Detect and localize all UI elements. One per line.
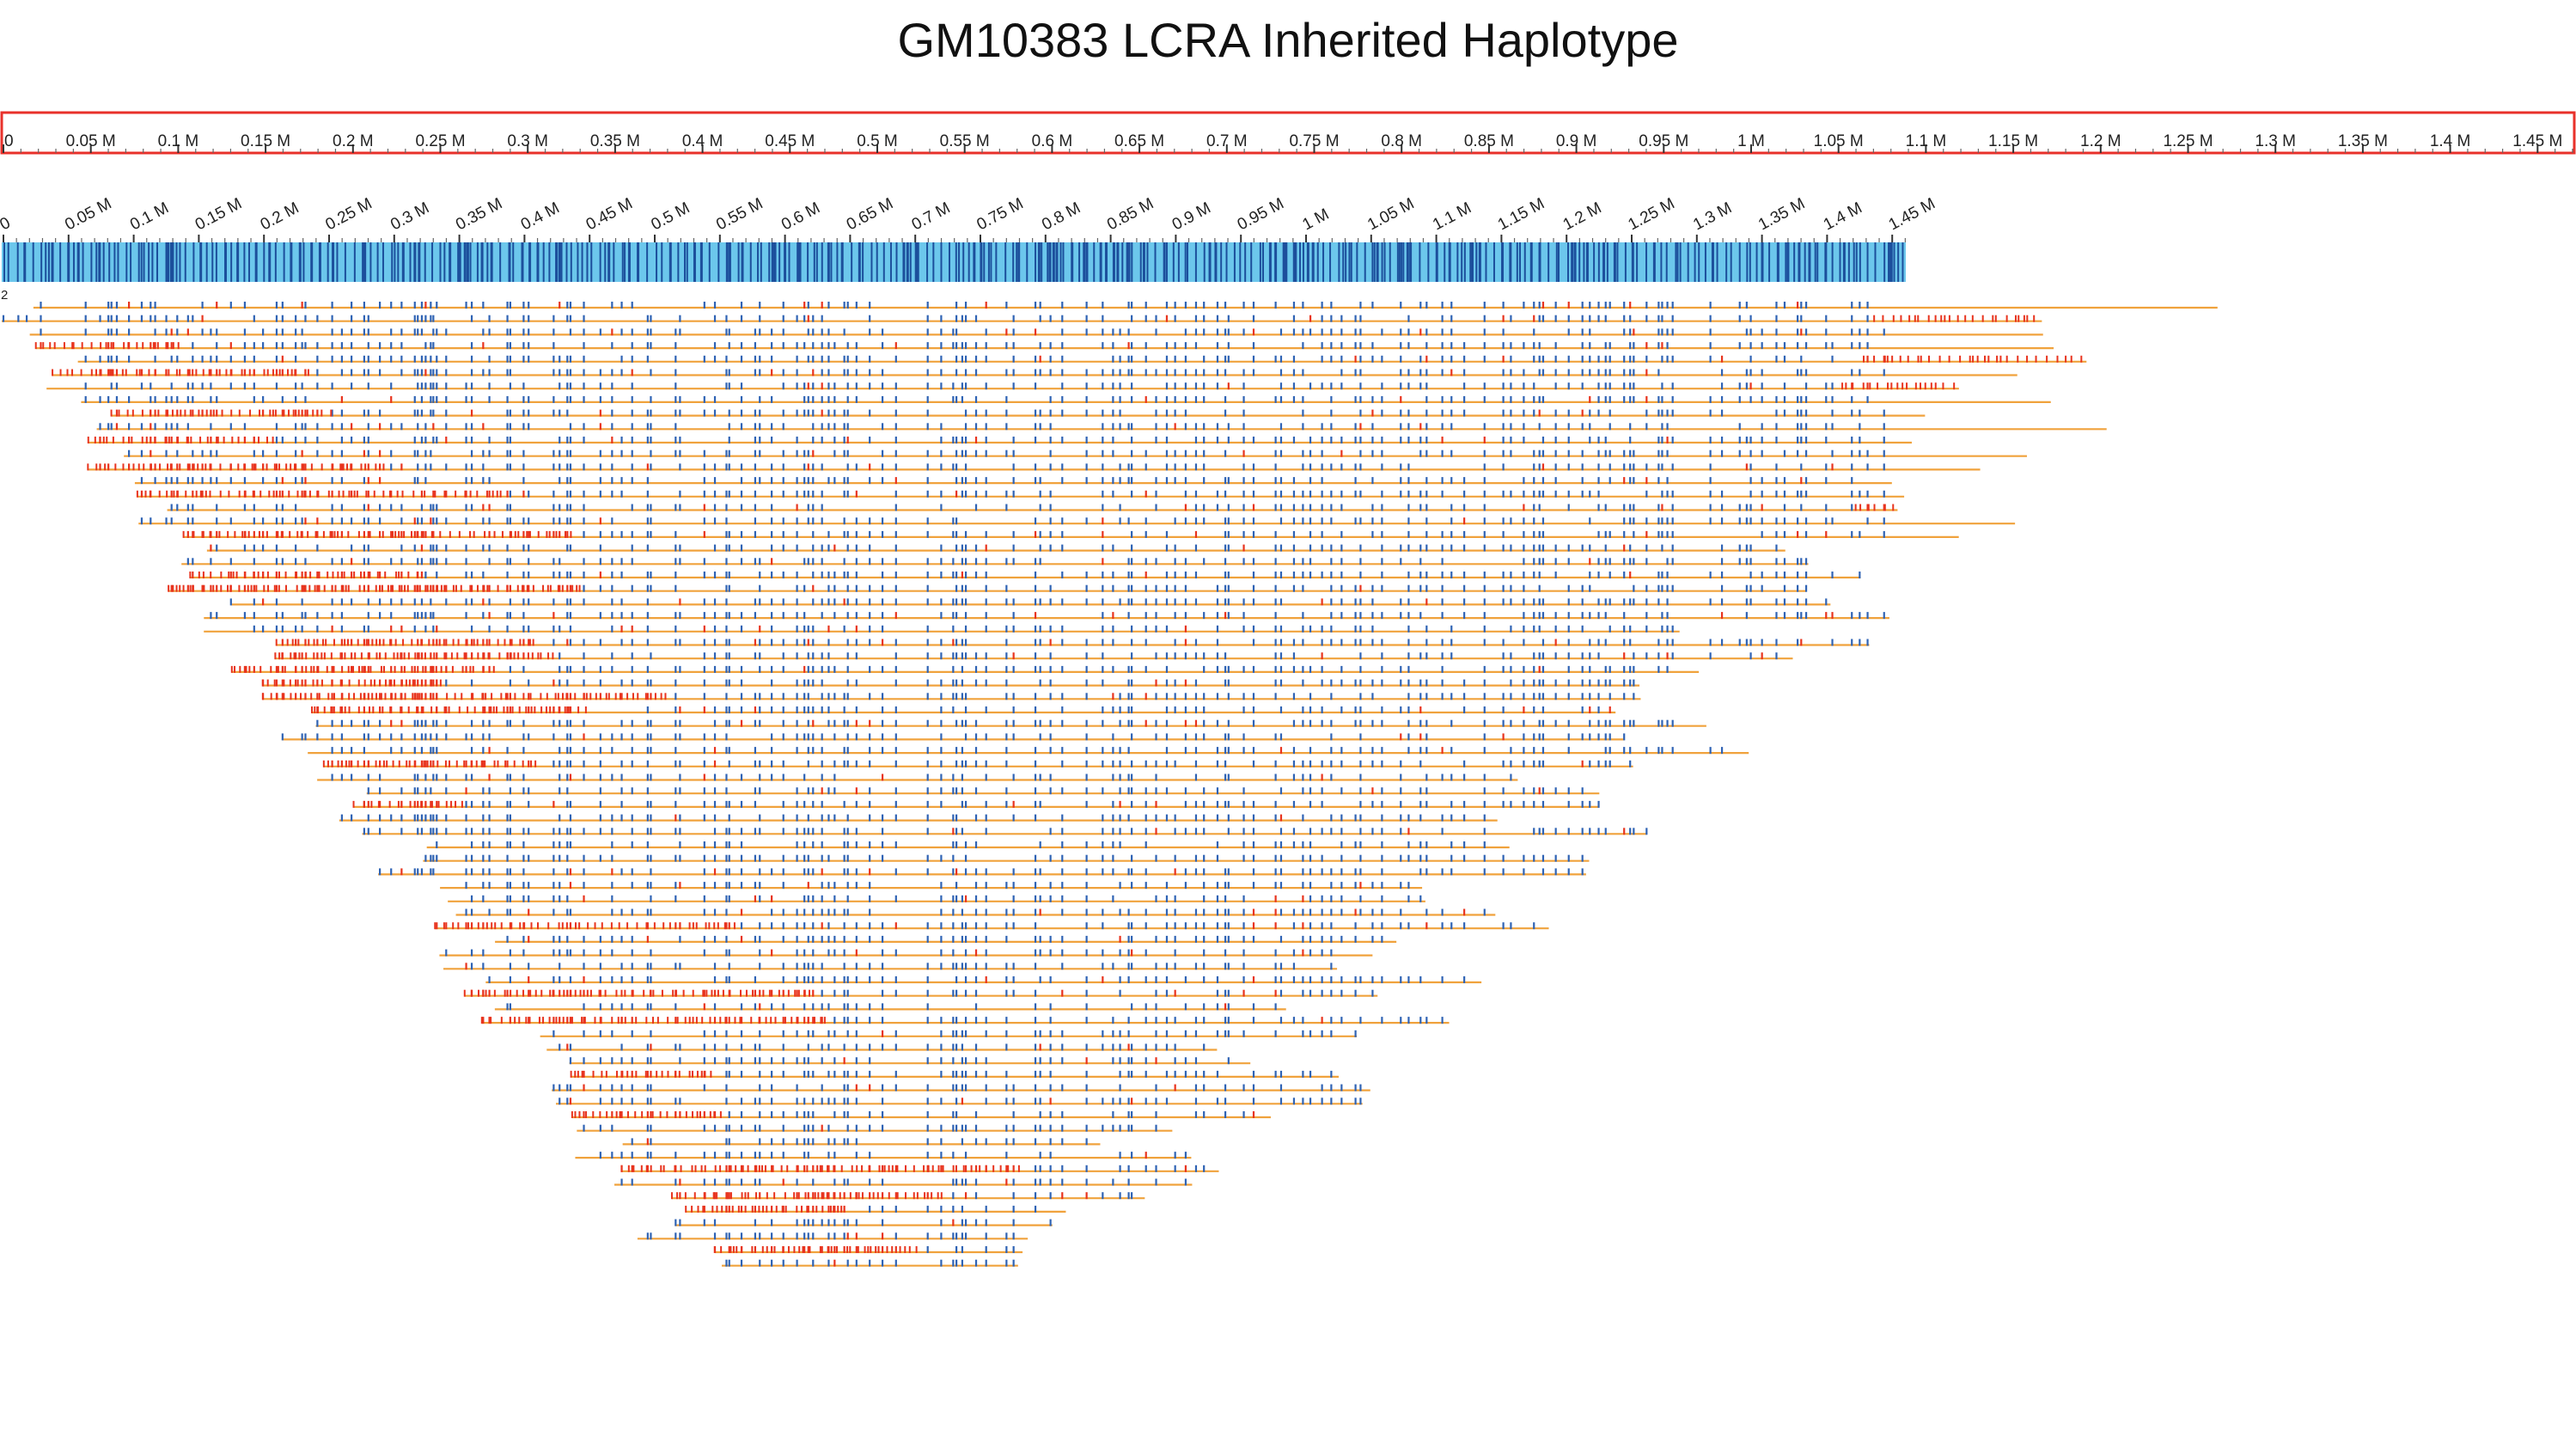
ruler-tick-label: 0.3 M: [507, 132, 548, 150]
map-tick-label: 1.35 M: [1755, 195, 1808, 235]
map-tick-label: 0.1 M: [127, 199, 172, 235]
ruler-tick-label: 0.45 M: [765, 132, 815, 150]
map-tick-label: 0.8 M: [1039, 199, 1084, 235]
ruler-tick-label: 1.25 M: [2163, 132, 2213, 150]
ruler-tick-label: 0.6 M: [1032, 132, 1073, 150]
ruler-tick-label: 1.45 M: [2512, 132, 2562, 150]
ruler-tick-label: 0.95 M: [1639, 132, 1688, 150]
map-tick-label: 0.15 M: [192, 195, 245, 235]
map-tick-label: 0.65 M: [844, 195, 896, 235]
map-tick-label: 1.25 M: [1625, 195, 1677, 235]
ruler-tick-label: 1.05 M: [1814, 132, 1864, 150]
map-tick-label: 1 M: [1299, 205, 1332, 234]
ruler-tick-label: 0.65 M: [1114, 132, 1164, 150]
map-tick-label: 0.95 M: [1235, 195, 1287, 235]
map-tick-label: 1.4 M: [1821, 199, 1865, 235]
map-tick-label: 0.55 M: [713, 195, 766, 235]
ruler-tick-label: 0.75 M: [1289, 132, 1339, 150]
map-tick-label: 0.85 M: [1104, 195, 1157, 235]
ruler-tick-label: 0.25 M: [415, 132, 465, 150]
ruler-tick-label: 0.9 M: [1556, 132, 1597, 150]
map-tick-label: 0.3 M: [388, 199, 432, 235]
ruler-tick-label: 0.35 M: [590, 132, 640, 150]
map-tick-label: 1.1 M: [1430, 199, 1474, 235]
ruler-tick-label: 0.55 M: [940, 132, 990, 150]
map-tick-label: 0.9 M: [1169, 199, 1214, 235]
ruler-tick-label: 0.05 M: [66, 132, 116, 150]
map-tick-label: 1.05 M: [1364, 195, 1417, 235]
track-label: 2: [1, 288, 8, 303]
map-tick-label: 0.45 M: [583, 195, 636, 235]
map-tick-label: 0.05 M: [62, 195, 114, 235]
map-tick-label: 0.75 M: [974, 195, 1026, 235]
map-tick-label: 0.25 M: [322, 195, 375, 235]
map-tick-label: 0.5 M: [648, 199, 693, 235]
ruler-tick-label: 0.85 M: [1464, 132, 1514, 150]
ruler-tick-label: 0: [4, 132, 14, 150]
aligned-molecules: [2, 302, 2218, 1267]
ruler-tick-label: 0.1 M: [158, 132, 199, 150]
map-tick-label: 0.6 M: [778, 199, 823, 235]
ruler-tick-label: 1.2 M: [2080, 132, 2121, 150]
map-tick-label: 1.2 M: [1560, 199, 1605, 235]
map-tick-label: 1.15 M: [1495, 195, 1547, 235]
ruler-frame: [0, 111, 2576, 155]
ruler-tick-label: 0.8 M: [1381, 132, 1422, 150]
ruler-tick-label: 0.15 M: [241, 132, 290, 150]
ruler-tick-label: 0.4 M: [682, 132, 723, 150]
map-tick-label: 1.3 M: [1690, 199, 1735, 235]
ruler-tick-label: 1.35 M: [2338, 132, 2388, 150]
ruler-tick-label: 1.1 M: [1906, 132, 1947, 150]
chart-title: GM10383 LCRA Inherited Haplotype: [897, 13, 1679, 67]
map-tick-label: 0.35 M: [453, 195, 505, 235]
map-tick-label: 0.7 M: [909, 199, 954, 235]
ruler-tick-label: 1.4 M: [2430, 132, 2471, 150]
ruler-tick-label: 1 M: [1737, 132, 1765, 150]
ruler-tick-label: 0.5 M: [857, 132, 898, 150]
reference-ruler: 0 0.05 M 0.1 M 0.15 M 0.2 M 0.25 M 0.3 M 0.35 M…: [0, 111, 2576, 155]
map-tick-label: 1.45 M: [1886, 195, 1938, 235]
ruler-tick-label: 1.15 M: [1988, 132, 2038, 150]
haplotype-consensus-map: 0 0.05 M 0.1 M 0.15 M 0.2 M 0.25 M 0.3 M 0.35 M…: [0, 195, 1938, 303]
map-tick-label: 0: [0, 214, 14, 235]
ruler-tick-label: 0.2 M: [333, 132, 374, 150]
ruler-tick-label: 0.7 M: [1206, 132, 1248, 150]
map-tick-label: 0.2 M: [258, 199, 302, 235]
consensus-map-bar: [2, 242, 1906, 282]
ruler-tick-label: 1.3 M: [2255, 132, 2296, 150]
map-tick-label: 0.4 M: [518, 199, 563, 235]
